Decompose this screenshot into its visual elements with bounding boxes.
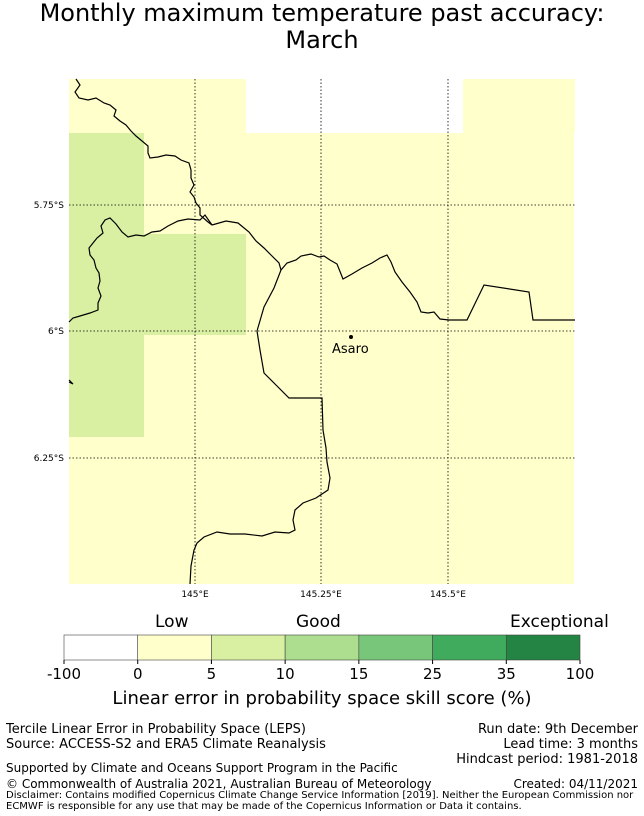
footer-lead-time: Lead time: 3 months bbox=[503, 737, 638, 752]
footer-support: Supported by Climate and Oceans Support … bbox=[6, 761, 398, 775]
colorbar-ticks: -100 0 5 10 15 25 35 100 bbox=[47, 660, 594, 683]
footer-copyright: © Commonwealth of Australia 2021, Austra… bbox=[6, 777, 432, 791]
lon-tick-labels: 145°E 145.25°E 145.5°E bbox=[181, 590, 466, 600]
colorbar-tick-label: 10 bbox=[276, 665, 295, 683]
colorbar-tick-label: 5 bbox=[207, 665, 217, 683]
boundary-line bbox=[211, 220, 575, 321]
lat-tick-labels: 5.75°S 6°S 6.25°S bbox=[34, 201, 65, 464]
footer-run-date: Run date: 9th December bbox=[477, 722, 638, 737]
colorbar-tick-label: 35 bbox=[497, 665, 516, 683]
boundary-line bbox=[68, 379, 74, 385]
grid-cell bbox=[246, 133, 574, 584]
lon-tick-label: 145.25°E bbox=[300, 590, 342, 600]
boundary-line bbox=[189, 269, 331, 585]
colorbar-tick-label: 100 bbox=[566, 665, 595, 683]
footer-disclaimer: Disclaimer: Contains modified Copernicus… bbox=[6, 790, 634, 812]
colorbar-tick-label: 25 bbox=[423, 665, 442, 683]
title-line-1: Monthly maximum temperature past accurac… bbox=[39, 0, 605, 27]
colorbar-segment bbox=[432, 634, 507, 661]
gridlines bbox=[69, 79, 575, 584]
colorbar-segment bbox=[284, 634, 360, 661]
grid-cell bbox=[144, 234, 246, 335]
lat-tick-label: 6°S bbox=[48, 327, 64, 337]
place-label: Asaro bbox=[332, 342, 369, 357]
place-marker bbox=[349, 335, 353, 339]
colorbar-segment bbox=[211, 634, 286, 661]
chart-title: Monthly maximum temperature past accurac… bbox=[0, 0, 644, 54]
footer-hindcast: Hindcast period: 1981-2018 bbox=[456, 752, 638, 767]
colorbar bbox=[63, 634, 581, 661]
footer-method: Tercile Linear Error in Probability Spac… bbox=[6, 722, 306, 737]
category-low: Low bbox=[155, 612, 189, 632]
footer-source: Source: ACCESS-S2 and ERA5 Climate Reana… bbox=[6, 737, 326, 752]
grid-cell bbox=[69, 133, 144, 437]
colorbar-tick-label: -100 bbox=[47, 665, 81, 683]
category-exceptional: Exceptional bbox=[510, 612, 609, 632]
footer-created: Created: 04/11/2021 bbox=[513, 777, 638, 791]
colorbar-segment bbox=[63, 634, 139, 661]
colorbar-label: Linear error in probability space skill … bbox=[112, 688, 532, 709]
lat-tick-label: 6.25°S bbox=[34, 454, 65, 464]
skill-grid bbox=[69, 79, 575, 584]
colorbar-segment bbox=[137, 634, 212, 661]
boundary-line bbox=[74, 78, 213, 226]
title-line-2: March bbox=[285, 26, 359, 54]
boundary-line bbox=[68, 214, 213, 323]
colorbar-segment bbox=[505, 634, 581, 661]
lon-tick-label: 145°E bbox=[181, 590, 209, 600]
colorbar-tick-label: 15 bbox=[349, 665, 368, 683]
boundaries bbox=[68, 78, 575, 585]
category-good: Good bbox=[296, 612, 341, 632]
grid-cell bbox=[463, 79, 575, 133]
lat-tick-label: 5.75°S bbox=[34, 201, 65, 211]
colorbar-segment bbox=[358, 634, 433, 661]
place-asaro: Asaro bbox=[332, 335, 369, 357]
grid-cell bbox=[449, 538, 549, 584]
lon-tick-label: 145.5°E bbox=[430, 590, 466, 600]
colorbar-tick-label: 0 bbox=[133, 665, 143, 683]
